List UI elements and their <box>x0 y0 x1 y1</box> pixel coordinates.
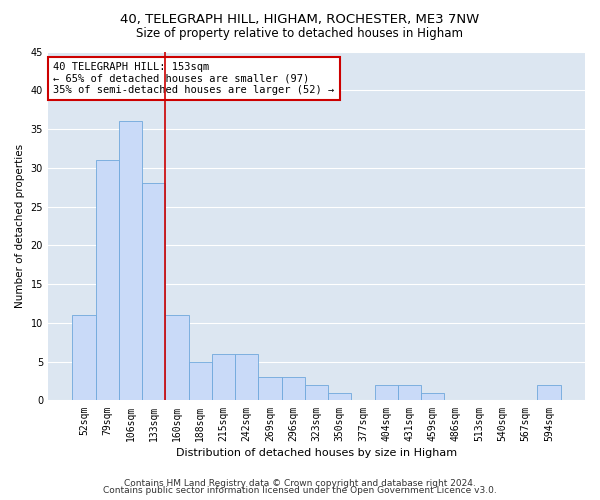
Bar <box>73 315 95 400</box>
Bar <box>119 122 142 400</box>
Bar <box>328 392 352 400</box>
Text: Contains public sector information licensed under the Open Government Licence v3: Contains public sector information licen… <box>103 486 497 495</box>
Text: 40, TELEGRAPH HILL, HIGHAM, ROCHESTER, ME3 7NW: 40, TELEGRAPH HILL, HIGHAM, ROCHESTER, M… <box>121 12 479 26</box>
Text: 40 TELEGRAPH HILL: 153sqm
← 65% of detached houses are smaller (97)
35% of semi-: 40 TELEGRAPH HILL: 153sqm ← 65% of detac… <box>53 62 335 95</box>
Bar <box>95 160 119 400</box>
Bar <box>538 385 560 400</box>
Bar <box>259 377 281 400</box>
Bar <box>212 354 235 401</box>
X-axis label: Distribution of detached houses by size in Higham: Distribution of detached houses by size … <box>176 448 457 458</box>
Text: Contains HM Land Registry data © Crown copyright and database right 2024.: Contains HM Land Registry data © Crown c… <box>124 478 476 488</box>
Text: Size of property relative to detached houses in Higham: Size of property relative to detached ho… <box>137 28 464 40</box>
Bar <box>421 392 445 400</box>
Y-axis label: Number of detached properties: Number of detached properties <box>15 144 25 308</box>
Bar <box>166 315 188 400</box>
Bar <box>398 385 421 400</box>
Bar <box>374 385 398 400</box>
Bar <box>305 385 328 400</box>
Bar <box>188 362 212 401</box>
Bar <box>142 184 166 400</box>
Bar <box>281 377 305 400</box>
Bar <box>235 354 259 401</box>
